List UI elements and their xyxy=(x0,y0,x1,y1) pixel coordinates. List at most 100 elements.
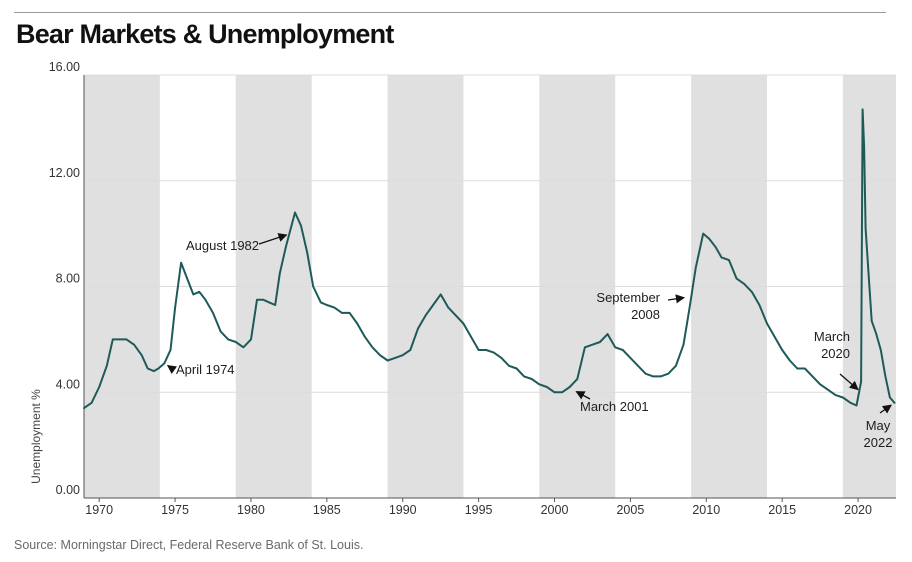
annotation-arrow xyxy=(575,390,591,400)
annotations: April 1974 August 1982 March 2001 September… xyxy=(166,233,892,450)
data-point xyxy=(591,343,594,346)
annotation-label: April 1974 xyxy=(176,362,235,377)
annotation: September 2008 xyxy=(596,290,686,322)
data-point xyxy=(341,312,343,314)
data-point xyxy=(227,338,229,341)
data-point xyxy=(432,304,434,306)
data-point xyxy=(371,346,374,349)
annotation: April 1974 xyxy=(166,362,235,377)
data-point xyxy=(386,359,389,362)
data-point xyxy=(568,386,571,388)
data-point xyxy=(169,349,172,351)
data-point xyxy=(204,298,207,301)
x-tick-label: 1995 xyxy=(465,503,493,517)
data-point xyxy=(274,304,277,306)
data-point xyxy=(174,306,176,309)
y-tick-label: 12.00 xyxy=(49,166,80,180)
data-point xyxy=(477,349,480,351)
data-point xyxy=(219,330,222,333)
data-point xyxy=(285,246,287,248)
data-point xyxy=(300,224,302,227)
data-point xyxy=(192,293,195,296)
annotation: August 1982 xyxy=(186,233,288,253)
data-point xyxy=(546,386,548,388)
x-tick-label: 2020 xyxy=(844,503,872,517)
data-point xyxy=(637,365,639,367)
data-point xyxy=(728,259,730,261)
data-point xyxy=(804,367,806,370)
data-point xyxy=(576,378,579,380)
x-tick-label: 1980 xyxy=(237,503,265,517)
data-point xyxy=(180,261,182,264)
data-point xyxy=(508,365,510,367)
data-point xyxy=(363,335,366,338)
annotation: March 2001 xyxy=(575,390,649,414)
tick-labels: 0.00 4.00 8.00 12.00 16.00 1970 1975 1980 1985 19… xyxy=(49,60,872,517)
data-point xyxy=(140,354,143,357)
x-tick-label: 2000 xyxy=(541,503,569,517)
data-point xyxy=(198,290,201,293)
annotation: May 2022 xyxy=(864,404,892,450)
data-point xyxy=(720,256,723,259)
data-point xyxy=(485,349,488,351)
data-point xyxy=(394,357,396,359)
data-point xyxy=(146,367,149,370)
data-point xyxy=(688,306,691,309)
data-point xyxy=(861,108,864,111)
data-point xyxy=(105,365,108,367)
data-point xyxy=(112,338,114,341)
data-point xyxy=(766,322,768,325)
data-point xyxy=(694,267,697,269)
annotation-arrow xyxy=(166,364,178,374)
data-point xyxy=(242,346,245,349)
y-axis-label: Unemployment % xyxy=(29,389,43,484)
data-point xyxy=(811,375,814,378)
data-point xyxy=(893,402,896,404)
data-point xyxy=(863,145,865,148)
data-point xyxy=(796,367,799,370)
data-point xyxy=(708,238,711,240)
data-point xyxy=(870,320,873,322)
data-point xyxy=(157,367,160,370)
top-rule xyxy=(14,12,886,13)
data-point xyxy=(523,375,525,378)
annotation-label: September xyxy=(596,290,660,305)
data-point xyxy=(455,314,457,317)
data-point xyxy=(424,314,427,317)
data-point xyxy=(163,362,166,364)
data-point xyxy=(781,349,783,351)
annotation-arrow xyxy=(667,294,686,304)
data-point xyxy=(880,349,882,351)
data-point xyxy=(644,372,647,375)
data-point xyxy=(319,301,322,304)
annotation-arrow xyxy=(258,233,288,245)
data-point xyxy=(875,333,878,335)
data-point xyxy=(860,380,862,383)
data-point xyxy=(262,298,264,301)
data-point xyxy=(409,349,412,351)
data-point xyxy=(682,343,685,346)
x-tick-label: 1990 xyxy=(389,503,417,517)
data-point xyxy=(606,333,609,335)
data-point xyxy=(826,388,829,391)
data-point xyxy=(312,285,314,288)
data-point xyxy=(212,312,214,314)
annotation-arrow xyxy=(879,404,892,414)
data-point xyxy=(702,232,705,235)
data-point xyxy=(867,275,870,277)
x-tick-label: 2005 xyxy=(616,503,644,517)
annotation-label: August 1982 xyxy=(186,238,259,253)
data-point xyxy=(326,304,328,306)
data-point xyxy=(884,375,887,378)
data-point xyxy=(186,277,189,280)
gridlines xyxy=(84,74,896,499)
data-point xyxy=(333,306,336,309)
data-point xyxy=(553,391,556,394)
annotation-label: 2008 xyxy=(631,307,660,322)
source-note: Source: Morningstar Direct, Federal Rese… xyxy=(14,538,364,552)
y-tick-label: 16.00 xyxy=(49,60,80,74)
data-point xyxy=(417,328,419,330)
y-tick-label: 4.00 xyxy=(56,377,80,391)
data-point xyxy=(439,293,442,296)
